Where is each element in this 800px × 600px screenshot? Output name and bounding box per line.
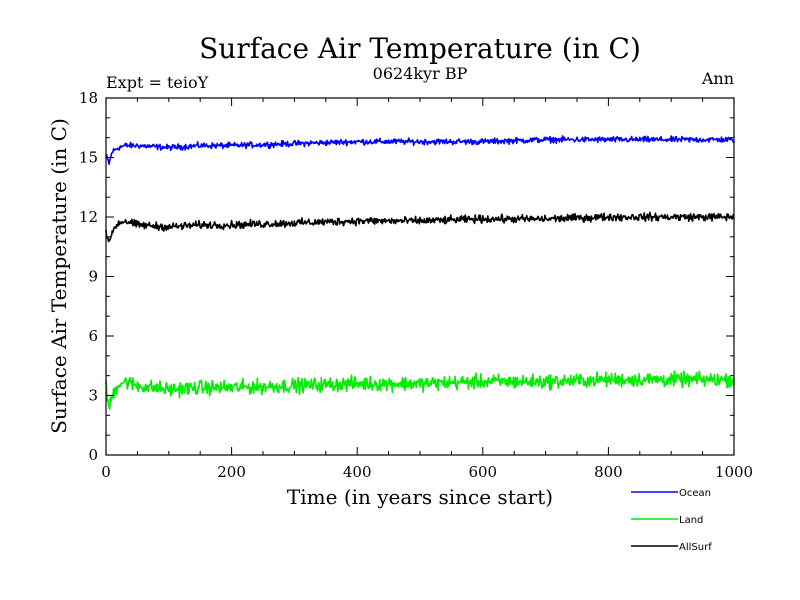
y-tick-label: 3 bbox=[88, 387, 98, 405]
series-line-land bbox=[105, 370, 735, 410]
y-tick-label: 18 bbox=[79, 89, 98, 107]
y-tick-label: 6 bbox=[88, 327, 98, 345]
chart-subtitle: 0624kyr BP bbox=[373, 64, 468, 83]
y-tick-label: 15 bbox=[79, 149, 98, 167]
legend: Ocean Land AllSurf bbox=[631, 488, 712, 553]
season-label: Ann bbox=[701, 69, 734, 88]
x-tick-label: 200 bbox=[217, 463, 246, 481]
x-tick-label: 0 bbox=[101, 463, 111, 481]
y-axis-label: Surface Air Temperature (in C) bbox=[47, 118, 71, 434]
x-tick-label: 800 bbox=[594, 463, 623, 481]
legend-label-land: Land bbox=[679, 515, 703, 526]
chart-title: Surface Air Temperature (in C) bbox=[199, 32, 641, 65]
series-line-allsurf bbox=[105, 211, 735, 243]
x-axis-label: Time (in years since start) bbox=[287, 485, 553, 509]
experiment-label: Expt = teioY bbox=[106, 73, 209, 92]
x-tick-label: 1000 bbox=[715, 463, 753, 481]
plot-frame bbox=[105, 97, 735, 456]
legend-label-allsurf: AllSurf bbox=[679, 542, 712, 553]
y-tick-label: 9 bbox=[88, 268, 98, 286]
axes-layer: 0 3 6 9 12 15 18 0 200 400 600 800 1000 bbox=[79, 89, 753, 481]
y-tick-label: 0 bbox=[88, 446, 98, 464]
series-line-ocean bbox=[105, 135, 735, 166]
y-tick-label: 12 bbox=[79, 208, 98, 226]
x-tick-label: 400 bbox=[343, 463, 372, 481]
series-layer bbox=[105, 135, 735, 410]
x-tick-label: 600 bbox=[468, 463, 497, 481]
legend-label-ocean: Ocean bbox=[679, 488, 711, 499]
